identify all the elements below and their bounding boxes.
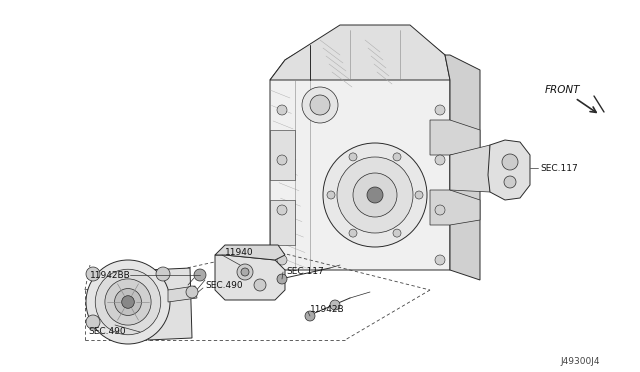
Circle shape	[435, 205, 445, 215]
Text: 11942BB: 11942BB	[90, 270, 131, 279]
Circle shape	[105, 279, 151, 325]
Polygon shape	[488, 140, 530, 200]
Polygon shape	[445, 55, 480, 280]
Circle shape	[194, 269, 206, 281]
Circle shape	[277, 105, 287, 115]
Circle shape	[323, 143, 427, 247]
Text: 11940: 11940	[225, 247, 253, 257]
Circle shape	[277, 155, 287, 165]
Circle shape	[349, 153, 357, 161]
Circle shape	[115, 289, 141, 315]
Circle shape	[277, 205, 287, 215]
Circle shape	[337, 157, 413, 233]
Polygon shape	[270, 30, 450, 270]
Circle shape	[367, 187, 383, 203]
Polygon shape	[270, 200, 295, 245]
Circle shape	[277, 255, 287, 265]
Circle shape	[435, 155, 445, 165]
Text: SEC.117: SEC.117	[286, 267, 324, 276]
Circle shape	[502, 154, 518, 170]
Circle shape	[435, 105, 445, 115]
Polygon shape	[215, 255, 285, 300]
Circle shape	[327, 191, 335, 199]
Circle shape	[349, 229, 357, 237]
Text: SEC.490: SEC.490	[88, 327, 125, 337]
Circle shape	[254, 279, 266, 291]
Circle shape	[353, 173, 397, 217]
Polygon shape	[148, 268, 192, 340]
Circle shape	[86, 267, 100, 281]
Circle shape	[241, 268, 249, 276]
Text: 11942B: 11942B	[310, 305, 344, 314]
Circle shape	[122, 296, 134, 308]
Polygon shape	[270, 130, 295, 180]
Text: SEC.117: SEC.117	[540, 164, 578, 173]
Circle shape	[277, 274, 287, 284]
Circle shape	[393, 153, 401, 161]
Circle shape	[86, 260, 170, 344]
Circle shape	[330, 300, 340, 310]
Circle shape	[435, 255, 445, 265]
Polygon shape	[430, 120, 480, 155]
Circle shape	[156, 267, 170, 281]
Circle shape	[504, 176, 516, 188]
Polygon shape	[215, 245, 285, 260]
Circle shape	[310, 95, 330, 115]
Circle shape	[237, 264, 253, 280]
Circle shape	[415, 191, 423, 199]
Text: J49300J4: J49300J4	[560, 357, 600, 366]
Polygon shape	[270, 25, 450, 80]
Circle shape	[95, 269, 161, 335]
Circle shape	[393, 229, 401, 237]
Polygon shape	[430, 190, 480, 225]
Text: SEC.490: SEC.490	[205, 280, 243, 289]
Polygon shape	[450, 145, 490, 192]
Circle shape	[302, 87, 338, 123]
Circle shape	[186, 286, 198, 298]
Circle shape	[86, 315, 100, 329]
Circle shape	[305, 311, 315, 321]
Polygon shape	[168, 286, 197, 302]
Text: FRONT: FRONT	[545, 85, 580, 95]
